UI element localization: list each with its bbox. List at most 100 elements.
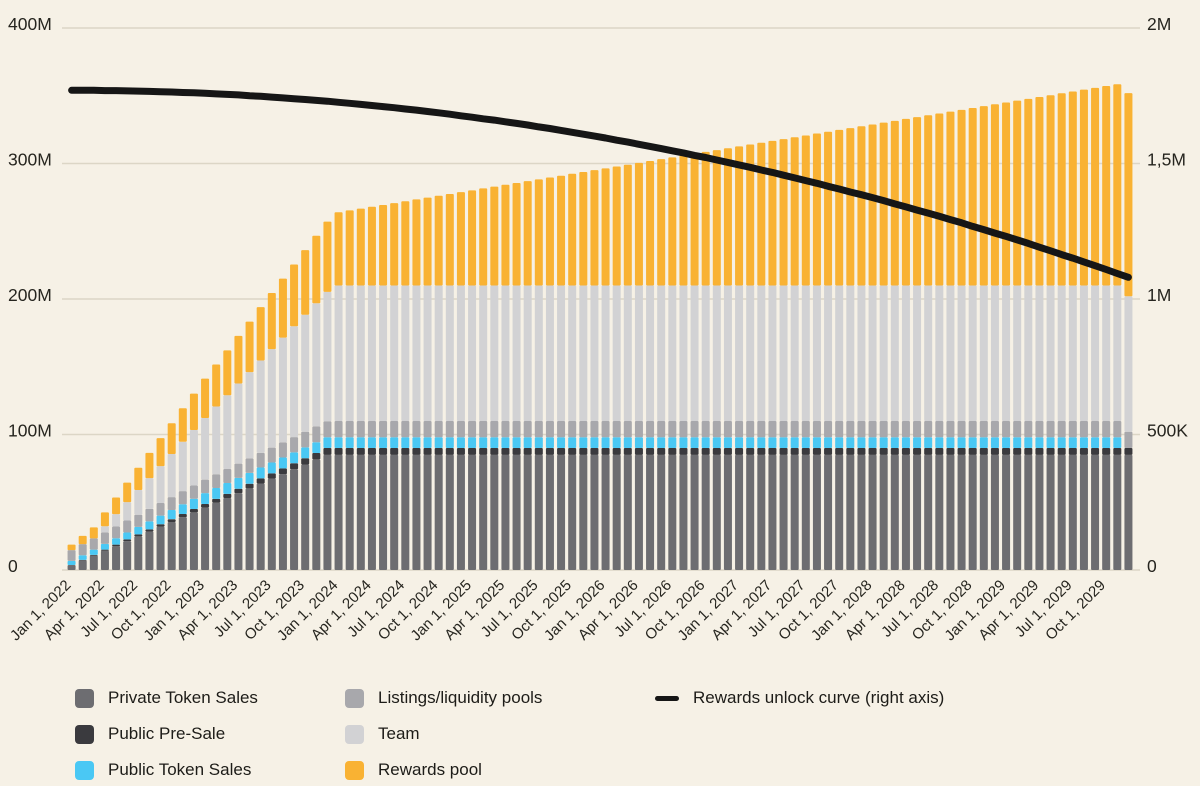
bar-segment[interactable] <box>223 469 232 484</box>
bar-segment[interactable] <box>379 454 388 570</box>
bar-segment[interactable] <box>990 448 999 455</box>
bar-segment[interactable] <box>990 437 999 449</box>
bar-segment[interactable] <box>801 135 810 286</box>
bar-segment[interactable] <box>89 527 98 539</box>
bar-segment[interactable] <box>78 559 87 561</box>
bar-segment[interactable] <box>112 544 121 547</box>
bar-segment[interactable] <box>913 437 922 449</box>
bar-segment[interactable] <box>1124 454 1133 570</box>
bar-segment[interactable] <box>835 448 844 455</box>
bar-segment[interactable] <box>523 454 532 570</box>
bar-segment[interactable] <box>1035 96 1044 286</box>
bar-segment[interactable] <box>557 454 566 570</box>
bar-segment[interactable] <box>123 502 132 521</box>
bar-segment[interactable] <box>735 420 744 438</box>
bar-segment[interactable] <box>445 285 454 421</box>
bar-segment[interactable] <box>913 420 922 438</box>
bar-segment[interactable] <box>290 264 299 327</box>
bar-segment[interactable] <box>668 454 677 570</box>
bar-segment[interactable] <box>456 285 465 421</box>
bar-segment[interactable] <box>145 478 154 509</box>
bar-segment[interactable] <box>379 448 388 455</box>
bar-segment[interactable] <box>701 448 710 455</box>
bar-segment[interactable] <box>445 420 454 438</box>
bar-segment[interactable] <box>979 448 988 455</box>
bar-segment[interactable] <box>1102 85 1111 286</box>
bar-segment[interactable] <box>857 454 866 570</box>
bar-segment[interactable] <box>290 437 299 453</box>
bar-segment[interactable] <box>267 293 276 350</box>
bar-segment[interactable] <box>201 507 210 570</box>
bar-segment[interactable] <box>290 463 299 470</box>
bar-segment[interactable] <box>634 454 643 570</box>
bar-segment[interactable] <box>167 454 176 498</box>
bar-segment[interactable] <box>278 337 287 443</box>
bar-segment[interactable] <box>367 448 376 455</box>
bar-segment[interactable] <box>423 285 432 421</box>
bar-segment[interactable] <box>501 285 510 421</box>
bar-segment[interactable] <box>913 448 922 455</box>
bar-segment[interactable] <box>456 192 465 286</box>
bar-segment[interactable] <box>434 195 443 286</box>
bar-segment[interactable] <box>534 179 543 286</box>
bar-segment[interactable] <box>801 448 810 455</box>
bar-segment[interactable] <box>890 285 899 421</box>
bar-segment[interactable] <box>78 535 87 545</box>
bar-segment[interactable] <box>1068 448 1077 455</box>
bar-segment[interactable] <box>156 515 165 525</box>
bar-segment[interactable] <box>657 420 666 438</box>
bar-segment[interactable] <box>868 448 877 455</box>
bar-segment[interactable] <box>935 454 944 570</box>
bar-segment[interactable] <box>156 438 165 467</box>
bar-segment[interactable] <box>1024 437 1033 449</box>
bar-segment[interactable] <box>1035 448 1044 455</box>
bar-segment[interactable] <box>568 454 577 570</box>
bar-segment[interactable] <box>690 420 699 438</box>
bar-segment[interactable] <box>134 467 143 491</box>
bar-segment[interactable] <box>512 285 521 421</box>
bar-segment[interactable] <box>1091 285 1100 421</box>
bar-segment[interactable] <box>846 454 855 570</box>
bar-segment[interactable] <box>1024 448 1033 455</box>
bar-segment[interactable] <box>701 454 710 570</box>
bar-segment[interactable] <box>501 454 510 570</box>
bar-segment[interactable] <box>223 483 232 494</box>
bar-segment[interactable] <box>812 437 821 449</box>
bar-segment[interactable] <box>857 420 866 438</box>
bar-segment[interactable] <box>1024 420 1033 438</box>
bar-segment[interactable] <box>423 437 432 449</box>
bar-segment[interactable] <box>167 519 176 523</box>
bar-segment[interactable] <box>278 457 287 469</box>
bar-segment[interactable] <box>345 210 354 286</box>
bar-segment[interactable] <box>946 448 955 455</box>
bar-segment[interactable] <box>924 285 933 421</box>
bar-segment[interactable] <box>401 285 410 421</box>
bar-segment[interactable] <box>835 454 844 570</box>
bar-segment[interactable] <box>812 448 821 455</box>
legend-item-listings-liquidity-pools[interactable]: Listings/liquidity pools <box>345 688 655 708</box>
bar-segment[interactable] <box>657 454 666 570</box>
bar-segment[interactable] <box>712 420 721 438</box>
bar-segment[interactable] <box>356 448 365 455</box>
bar-segment[interactable] <box>412 437 421 449</box>
bar-segment[interactable] <box>1024 98 1033 286</box>
bar-segment[interactable] <box>1124 296 1133 432</box>
bar-segment[interactable] <box>790 420 799 438</box>
bar-segment[interactable] <box>201 417 210 480</box>
bar-segment[interactable] <box>935 285 944 421</box>
bar-segment[interactable] <box>89 549 98 555</box>
bar-segment[interactable] <box>901 285 910 421</box>
bar-segment[interactable] <box>735 437 744 449</box>
bar-segment[interactable] <box>367 437 376 449</box>
bar-segment[interactable] <box>334 448 343 455</box>
bar-segment[interactable] <box>1013 420 1022 438</box>
bar-segment[interactable] <box>134 490 143 515</box>
bar-segment[interactable] <box>601 285 610 421</box>
bar-segment[interactable] <box>323 291 332 422</box>
bar-segment[interactable] <box>957 285 966 421</box>
bar-segment[interactable] <box>968 285 977 421</box>
bar-segment[interactable] <box>278 474 287 570</box>
bar-segment[interactable] <box>990 285 999 421</box>
bar-segment[interactable] <box>868 285 877 421</box>
bar-segment[interactable] <box>434 437 443 449</box>
